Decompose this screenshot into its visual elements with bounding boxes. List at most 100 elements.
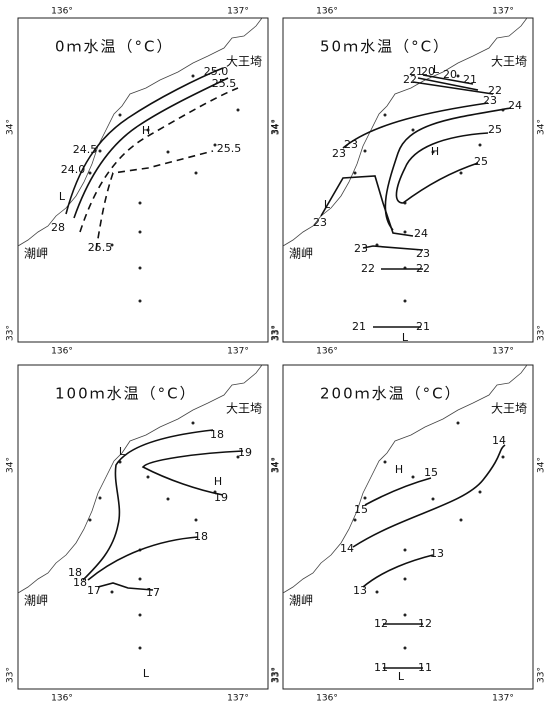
lon-tick-label: 137° — [227, 347, 249, 357]
isotherm-label: 22 — [361, 262, 375, 275]
isotherm-label: 25.5 — [217, 142, 242, 155]
lat-tick-label: 33° — [537, 325, 547, 341]
panel-frame — [17, 364, 269, 690]
isotherm-label: 23 — [332, 147, 346, 160]
isotherm — [97, 582, 154, 591]
isotherm-label: 23 — [354, 242, 368, 255]
isotherm-label: 28 — [51, 221, 65, 234]
place-label: 潮岬 — [24, 246, 48, 261]
isotherm-label: 17 — [87, 584, 101, 597]
isotherm-label: 11 — [374, 661, 388, 674]
isotherm — [73, 77, 229, 219]
isotherm — [82, 429, 214, 581]
isotherm-label: 12 — [374, 617, 388, 630]
lon-tick-label: 137° — [492, 694, 514, 704]
isotherm-label: 18 — [73, 576, 87, 589]
isotherm-label: L — [119, 445, 126, 458]
lat-tick-label: 34° — [272, 457, 282, 473]
isotherm — [65, 67, 224, 215]
isotherm-label: 21 — [463, 73, 477, 86]
isotherm-label: 23 — [344, 138, 358, 151]
panel-title: 50ｍ水温（°C） — [320, 38, 450, 56]
isotherm-label: H — [142, 124, 150, 137]
isotherm-label: 19 — [238, 446, 252, 459]
lon-tick-label: 136° — [51, 694, 73, 704]
lon-tick-label: 137° — [227, 694, 249, 704]
isotherm — [352, 444, 506, 548]
isotherm — [362, 554, 434, 588]
place-label: 潮岬 — [289, 246, 313, 261]
isotherm-label: 18 — [194, 530, 208, 543]
isotherm-label: H — [395, 463, 403, 476]
place-label: 大王埼 — [491, 55, 527, 69]
isotherm-label: 22 — [403, 73, 417, 86]
isotherm-label: 24 — [508, 99, 522, 112]
isotherm-label: 25 — [488, 123, 502, 136]
isotherm-label: 22 — [416, 262, 430, 275]
isotherm-label: 25.0 — [204, 65, 229, 78]
lat-tick-label: 33° — [271, 667, 281, 683]
isotherm-label: 22 — [488, 84, 502, 97]
isotherm — [141, 450, 244, 496]
lat-tick-label: 33° — [271, 325, 281, 341]
lat-tick-label: 34° — [6, 457, 16, 473]
isotherm — [422, 74, 474, 85]
lon-tick-label: 136° — [51, 7, 73, 17]
panel-title: 200ｍ水温（°C） — [320, 385, 462, 403]
isotherm-label: 24 — [414, 227, 428, 240]
isotherm — [87, 536, 199, 581]
lon-tick-label: 137° — [492, 7, 514, 17]
isotherm-label: 21 — [416, 320, 430, 333]
isotherm-label: 20 — [443, 68, 457, 81]
isotherm-label: 23 — [416, 247, 430, 260]
isotherm-label: 24.0 — [61, 163, 86, 176]
isotherm-label: 21 — [352, 320, 366, 333]
lon-tick-label: 137° — [227, 7, 249, 17]
lon-tick-label: 136° — [51, 347, 73, 357]
isotherm-label: L — [59, 190, 66, 203]
lat-tick-label: 34° — [271, 457, 281, 473]
lat-tick-label: 34° — [271, 119, 281, 135]
isotherm — [342, 102, 489, 149]
place-label: 大王埼 — [226, 55, 262, 69]
lat-tick-label: 34° — [6, 119, 16, 135]
lon-tick-label: 136° — [316, 347, 338, 357]
isotherm — [362, 245, 424, 251]
place-label: 大王埼 — [226, 402, 262, 416]
panel-frame — [17, 17, 269, 343]
isotherm — [364, 477, 432, 506]
lon-tick-label: 137° — [492, 347, 514, 357]
lat-tick-label: 33° — [6, 325, 16, 341]
lat-tick-label: 34° — [537, 119, 547, 135]
isotherm-label: 13 — [430, 547, 444, 560]
isotherm-label: 24.5 — [73, 143, 98, 156]
isotherm-label: 12 — [418, 617, 432, 630]
isotherm-label: 23 — [313, 216, 327, 229]
isotherm-label: 11 — [418, 661, 432, 674]
isotherm-label: 18 — [210, 428, 224, 441]
place-label: 潮岬 — [24, 593, 48, 608]
panel-title: 0ｍ水温（°C） — [55, 38, 174, 56]
isotherm-label: 14 — [340, 542, 354, 555]
isotherm — [95, 150, 214, 251]
panel-frame — [282, 17, 534, 343]
panel-frame — [282, 364, 534, 690]
isotherm-label: 25.5 — [88, 241, 113, 254]
lat-tick-label: 33° — [6, 667, 16, 683]
isotherm-label: L — [398, 670, 405, 683]
isotherm — [417, 77, 479, 91]
isotherm-label: 15 — [424, 466, 438, 479]
isotherm-label: L — [324, 198, 331, 211]
isotherm-label: 14 — [492, 434, 506, 447]
lat-tick-label: 34° — [272, 119, 282, 135]
isotherm — [412, 81, 494, 95]
lat-tick-label: 33° — [537, 667, 547, 683]
isotherm-label: 13 — [353, 584, 367, 597]
isotherm-label: 25 — [474, 155, 488, 168]
isotherm-label: 25.5 — [212, 77, 237, 90]
place-label: 潮岬 — [289, 593, 313, 608]
